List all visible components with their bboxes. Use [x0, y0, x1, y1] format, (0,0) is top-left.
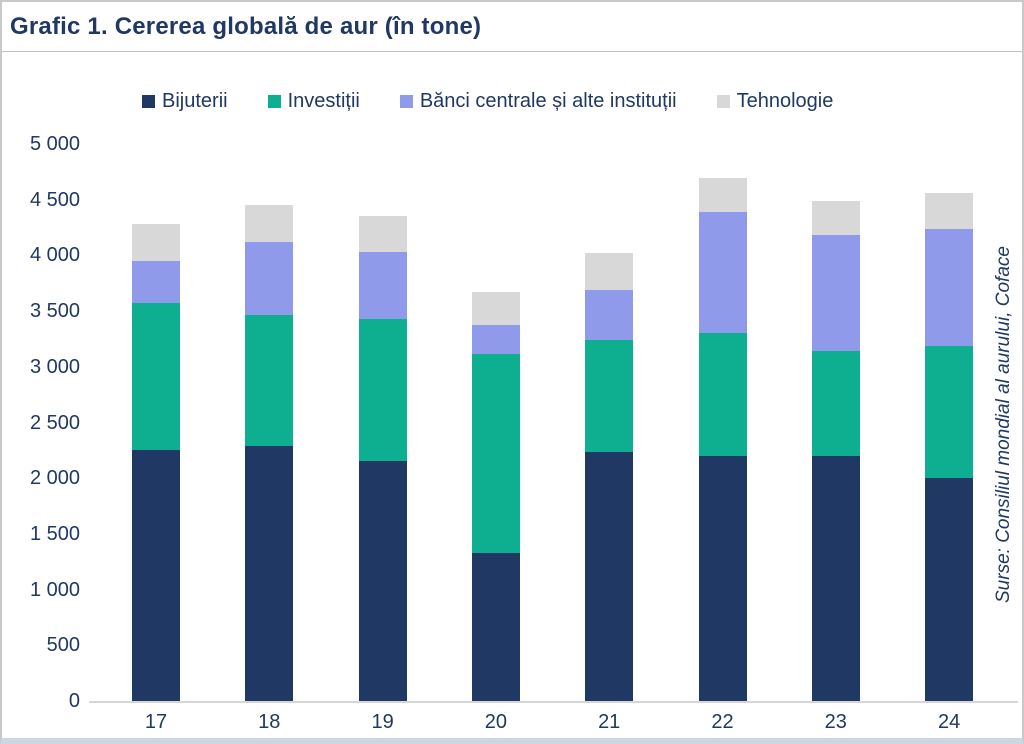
y-tick-label: 2 000 — [29, 467, 80, 490]
x-tick-label-22: 22 — [711, 711, 734, 733]
bar-segment-22-s1 — [698, 456, 747, 701]
bar-segment-17-s3 — [132, 261, 180, 304]
chart-title: Grafic 1. Cererea globală de aur (în ton… — [10, 13, 482, 40]
bar-segment-19-s2 — [358, 319, 407, 462]
bar-20 — [471, 144, 520, 701]
legend-label: Investiții — [287, 90, 360, 112]
bar-segment-24-s1 — [925, 477, 974, 701]
bar-segment-24-s3 — [925, 229, 974, 346]
bar-segment-20-s3 — [471, 325, 520, 354]
y-tick-label: 0 — [68, 690, 80, 712]
bar-segment-20-s4 — [471, 291, 520, 326]
bar-segment-21-s1 — [585, 452, 634, 701]
bar-segment-18-s1 — [245, 445, 294, 701]
bar-segment-19-s1 — [358, 461, 407, 701]
bar-segment-23-s3 — [811, 234, 860, 351]
x-tick-label-21: 21 — [598, 711, 621, 733]
y-tick-label: 1 000 — [29, 578, 80, 601]
y-axis-labels: 0 500 1 000 1 500 2 000 2 500 3 000 3 500 4 000 4… — [2, 133, 80, 712]
bar-segment-19-s3 — [358, 251, 407, 320]
y-tick-label: 1 500 — [29, 522, 80, 545]
bar-17 — [132, 144, 180, 701]
bar-segment-24-s2 — [925, 345, 974, 478]
bar-segment-21-s3 — [585, 290, 634, 341]
legend-item-1: Bijuterii — [142, 90, 228, 113]
bar-24 — [925, 144, 974, 701]
y-tick-label: 4 500 — [29, 188, 80, 211]
bar-18 — [245, 144, 294, 701]
x-tick-label-20: 20 — [484, 711, 508, 733]
bar-segment-17-s1 — [132, 449, 180, 701]
x-tick-label-23: 23 — [824, 711, 847, 733]
x-tick-label-18: 18 — [258, 711, 281, 733]
bar-segment-21-s2 — [585, 340, 634, 453]
bar-segment-22-s2 — [698, 332, 747, 457]
y-tick-label: 2 500 — [29, 411, 80, 434]
y-tick-label: 3 500 — [29, 300, 80, 323]
bar-segment-18-s2 — [245, 315, 294, 446]
y-tick-label: 5 000 — [29, 133, 80, 155]
bar-segment-21-s4 — [585, 253, 634, 291]
bar-segment-19-s4 — [358, 215, 407, 252]
bar-segment-20-s1 — [471, 553, 520, 701]
x-tick-label-24: 24 — [937, 711, 961, 733]
bar-segment-20-s2 — [471, 353, 520, 554]
legend-item-2: Investiții — [267, 90, 360, 113]
legend-item-3: Bănci centrale și alte instituții — [399, 90, 677, 113]
chart-legend: Bijuterii Investiții Bănci centrale și alt… — [142, 90, 833, 113]
bar-23 — [811, 144, 860, 701]
bar-22 — [698, 144, 747, 701]
bar-segment-23-s4 — [811, 200, 860, 235]
bar-21 — [585, 144, 634, 701]
bar-segment-18-s4 — [245, 204, 294, 243]
y-tick-label: 500 — [46, 634, 80, 657]
bar-segment-18-s3 — [245, 242, 294, 316]
legend-swatch-icon — [399, 95, 413, 108]
x-tick-label-19: 19 — [371, 711, 394, 733]
legend-swatch-icon — [142, 95, 155, 108]
title-bar: Grafic 1. Cererea globală de aur (în ton… — [2, 2, 1022, 52]
bar-segment-17-s2 — [132, 303, 180, 450]
bar-segment-23-s2 — [811, 350, 860, 457]
x-axis-labels: 17 18 19 20 21 22 23 24 — [92, 711, 1015, 737]
legend-swatch-icon — [267, 95, 281, 108]
y-tick-label: 4 000 — [29, 244, 80, 267]
bar-segment-22-s4 — [698, 177, 747, 212]
bar-segment-22-s3 — [698, 211, 747, 333]
plot-area — [89, 144, 1018, 703]
bar-segment-17-s4 — [132, 224, 180, 262]
legend-item-4: Tehnologie — [716, 90, 834, 113]
bar-segment-23-s1 — [811, 456, 860, 701]
bar-19 — [358, 144, 407, 701]
source-note: Surse: Consiliul mondial al aurului, Cof… — [993, 246, 1014, 603]
x-tick-label-17: 17 — [144, 711, 168, 733]
legend-label: Bănci centrale și alte instituții — [419, 90, 677, 112]
x-axis-line — [89, 701, 1018, 703]
bar-segment-24-s4 — [925, 193, 974, 230]
legend-label: Bijuterii — [162, 90, 228, 112]
y-tick-label: 3 000 — [29, 355, 80, 378]
legend-label: Tehnologie — [736, 90, 834, 112]
legend-swatch-icon — [716, 95, 730, 108]
